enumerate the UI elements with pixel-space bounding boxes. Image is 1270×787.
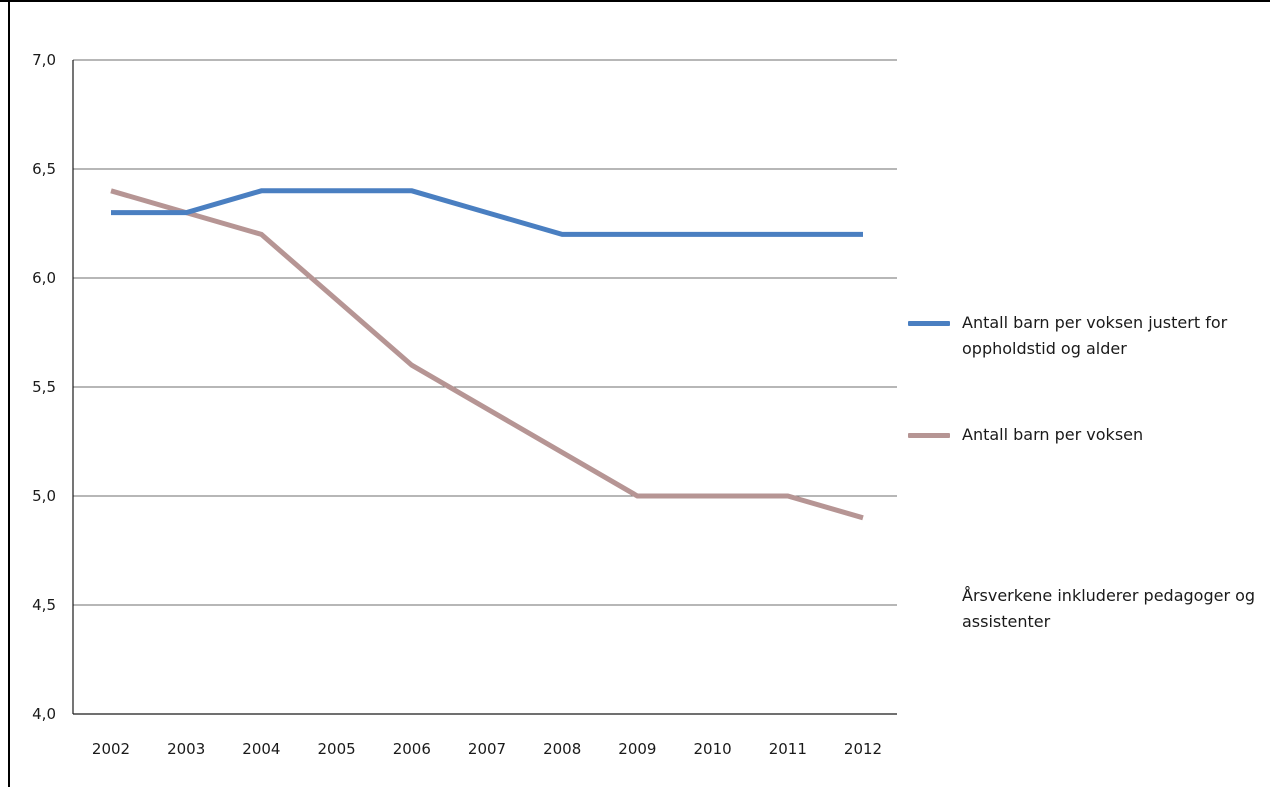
- x-tick-label: 2003: [167, 740, 205, 758]
- frame-left-rule: [8, 0, 10, 787]
- x-tick-label: 2004: [242, 740, 280, 758]
- legend-label-adjusted: Antall barn per voksen justert for oppho…: [962, 313, 1228, 358]
- legend-swatch-adjusted: [908, 321, 950, 326]
- frame-top-rule: [0, 0, 1270, 2]
- chart-note: Årsverkene inkluderer pedagoger og assis…: [962, 586, 1256, 631]
- x-tick-label: 2011: [769, 740, 807, 758]
- series-line-unadjusted: [110, 188, 864, 521]
- x-tick-label: 2002: [92, 740, 130, 758]
- y-tick-label: 6,0: [32, 269, 56, 287]
- y-tick-label: 4,5: [32, 596, 56, 614]
- x-tick-label: 2010: [694, 740, 732, 758]
- y-tick-label: 5,0: [32, 487, 56, 505]
- series-line-adjusted: [111, 188, 863, 237]
- x-tick-label: 2005: [318, 740, 356, 758]
- x-tick-label: 2012: [844, 740, 882, 758]
- x-tick-label: 2006: [393, 740, 431, 758]
- x-tick-label: 2009: [618, 740, 656, 758]
- y-tick-label: 4,0: [32, 705, 56, 723]
- y-tick-label: 7,0: [32, 51, 56, 69]
- legend-label-unadjusted: Antall barn per voksen: [962, 425, 1144, 444]
- x-tick-label: 2008: [543, 740, 581, 758]
- y-tick-label: 5,5: [32, 378, 56, 396]
- y-tick-label: 6,5: [32, 160, 56, 178]
- legend-swatch-unadjusted: [908, 433, 950, 438]
- x-tick-label: 2007: [468, 740, 506, 758]
